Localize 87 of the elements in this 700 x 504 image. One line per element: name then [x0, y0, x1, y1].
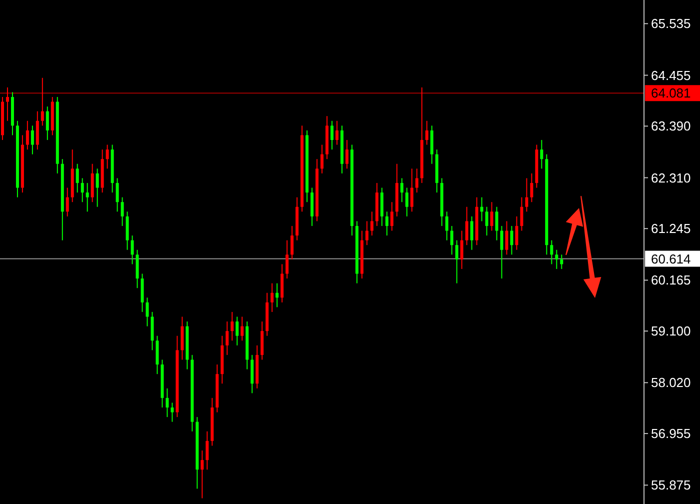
candlestick: [465, 206, 468, 246]
candlestick: [390, 202, 394, 232]
candlestick: [90, 163, 94, 203]
y-tick-label: 55.875: [651, 478, 691, 493]
candlestick: [530, 172, 534, 203]
candlestick: [485, 206, 488, 236]
candlestick: [40, 77, 44, 126]
candlestick: [250, 354, 254, 394]
candlestick: [66, 187, 69, 217]
candlestick: [240, 316, 244, 342]
candlestick: [550, 240, 554, 265]
candlestick: [330, 120, 334, 150]
candlestick: [430, 125, 434, 164]
candlestick: [36, 110, 39, 150]
candlestick: [450, 225, 454, 256]
candlestick: [226, 321, 229, 356]
y-tick-label: 65.535: [651, 16, 691, 32]
candlestick: [156, 335, 159, 375]
candlestick: [515, 216, 518, 250]
candlestick: [140, 273, 144, 312]
candlestick: [445, 211, 448, 241]
candlestick: [236, 316, 239, 346]
candlestick: [106, 144, 109, 170]
y-tick-label: 56.955: [651, 426, 691, 442]
candlestick: [136, 249, 139, 289]
candlestick: [400, 178, 404, 203]
candlestick: [170, 402, 174, 422]
candlestick: [410, 168, 414, 212]
y-tick-label: 63.390: [651, 118, 691, 134]
candlestick: [460, 230, 464, 270]
ref-line-label: 60.614: [651, 251, 691, 266]
candlestick: [455, 240, 458, 284]
y-tick-label: 58.020: [651, 375, 691, 390]
candlestick: [505, 220, 508, 256]
candlestick: [415, 168, 418, 194]
candlestick: [200, 450, 204, 499]
candlestick: [6, 86, 9, 122]
candlestick: [495, 206, 498, 241]
candlestick: [510, 225, 514, 256]
candlestick: [276, 282, 279, 308]
candlestick: [270, 282, 274, 312]
candlestick: [126, 211, 129, 250]
candlestick: [96, 168, 99, 208]
candlestick: [405, 187, 408, 217]
y-tick-label: 64.455: [651, 68, 691, 83]
candlestick: [290, 225, 294, 260]
candlestick: [335, 120, 338, 146]
candlestick: [370, 211, 374, 236]
candlestick: [320, 144, 324, 174]
candlestick: [120, 196, 124, 226]
y-tick-label: 59.100: [651, 324, 691, 339]
candlestick: [365, 220, 368, 246]
candlestick: [560, 254, 564, 270]
candlestick: [286, 240, 289, 280]
candlestick: [146, 297, 149, 327]
candlestick: [280, 264, 284, 303]
candlestick: [520, 196, 524, 232]
candlestick: [500, 225, 504, 280]
candlestick: [150, 311, 154, 351]
candlestick: [425, 120, 428, 146]
candlestick: [116, 178, 119, 212]
candlestick: [30, 125, 34, 155]
candlestick: [385, 211, 388, 236]
candlestick: [80, 178, 84, 203]
candlestick: [380, 187, 384, 226]
candlestick: [86, 182, 89, 212]
candlestick: [480, 196, 484, 222]
candlestick: [180, 316, 184, 360]
candlestick: [540, 139, 544, 170]
ref-line-label: 64.081: [651, 86, 691, 101]
candlestick: [166, 388, 169, 418]
candlestick: [470, 216, 474, 250]
y-tick-label: 60.165: [651, 272, 691, 288]
candlestick: [260, 321, 264, 360]
candlestick: [130, 235, 134, 265]
y-tick-label: 62.310: [651, 170, 691, 186]
candlestick: [490, 202, 494, 232]
candlestick: [26, 120, 29, 150]
candlestick: [76, 163, 79, 194]
candlestick: [525, 178, 528, 212]
candlestick: [46, 106, 49, 140]
y-tick-label: 61.245: [651, 221, 691, 236]
candlestick: [345, 139, 348, 170]
candlestick: [555, 249, 558, 270]
candlestick: [230, 311, 234, 342]
candlestick: [206, 430, 209, 470]
candlestick: [310, 187, 314, 226]
